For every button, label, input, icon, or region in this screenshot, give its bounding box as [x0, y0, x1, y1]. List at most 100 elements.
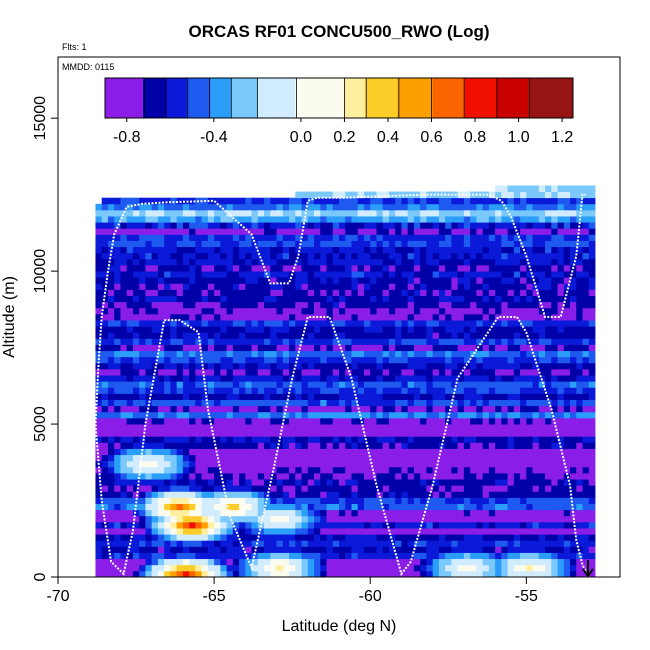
- heatmap-cell: [395, 344, 402, 352]
- heatmap-cell: [282, 283, 290, 290]
- heatmap-cell: [151, 393, 159, 400]
- heatmap-cell: [370, 424, 377, 431]
- heatmap-cell: [376, 448, 384, 456]
- heatmap-cell: [388, 369, 396, 376]
- heatmap-cell: [551, 289, 558, 296]
- heatmap-cell: [495, 466, 502, 474]
- heatmap-cell: [157, 393, 165, 400]
- heatmap-cell: [576, 448, 583, 456]
- heatmap-cell: [457, 344, 465, 352]
- heatmap-cell: [526, 362, 533, 370]
- heatmap-cell: [170, 295, 178, 303]
- heatmap-cell: [538, 436, 546, 443]
- heatmap-cell: [463, 222, 471, 229]
- heatmap-cell: [207, 540, 215, 547]
- heatmap-cell: [445, 552, 452, 560]
- heatmap-cell: [507, 564, 515, 572]
- heatmap-cell: [420, 534, 427, 541]
- heatmap-cell: [451, 417, 459, 425]
- heatmap-cell: [157, 411, 165, 419]
- heatmap-cell: [214, 197, 221, 205]
- heatmap-cell: [376, 252, 384, 260]
- heatmap-cell: [501, 411, 508, 419]
- heatmap-cell: [245, 393, 252, 400]
- heatmap-cell: [207, 246, 215, 254]
- heatmap-cell: [95, 307, 103, 315]
- heatmap-cell: [132, 222, 140, 229]
- heatmap-cell: [120, 417, 128, 425]
- heatmap-cell: [345, 289, 352, 296]
- heatmap-cell: [220, 344, 227, 352]
- heatmap-cell: [214, 356, 221, 364]
- heatmap-cell: [232, 399, 240, 407]
- heatmap-cell: [395, 313, 402, 321]
- heatmap-cell: [382, 338, 390, 345]
- heatmap-cell: [495, 277, 502, 284]
- heatmap-cell: [363, 375, 371, 382]
- heatmap-cell: [451, 521, 459, 529]
- heatmap-cell: [538, 387, 546, 394]
- heatmap-cell: [532, 320, 540, 327]
- heatmap-cell: [488, 479, 496, 486]
- heatmap-cell: [413, 209, 421, 217]
- heatmap-cell: [495, 301, 502, 309]
- heatmap-cell: [307, 203, 315, 211]
- heatmap-cell: [501, 203, 508, 211]
- heatmap-cell: [470, 216, 477, 223]
- heatmap-cell: [114, 356, 121, 364]
- heatmap-cell: [482, 203, 490, 211]
- heatmap-cell: [388, 356, 396, 364]
- heatmap-cell: [107, 387, 115, 394]
- heatmap-cell: [463, 411, 471, 419]
- heatmap-cell: [476, 454, 484, 462]
- heatmap-cell: [182, 295, 190, 303]
- heatmap-cell: [307, 356, 315, 364]
- heatmap-cell: [101, 393, 109, 400]
- heatmap-cell: [476, 350, 484, 358]
- heatmap-cell: [120, 479, 128, 486]
- heatmap-cell: [295, 216, 302, 223]
- heatmap-cell: [570, 326, 577, 333]
- heatmap-cell: [270, 454, 277, 462]
- heatmap-cell: [201, 240, 209, 248]
- heatmap-cell: [226, 485, 234, 492]
- heatmap-cell: [532, 307, 540, 315]
- heatmap-cell: [507, 307, 515, 315]
- heatmap-cell: [576, 375, 583, 382]
- heatmap-cell: [520, 209, 527, 217]
- heatmap-cell: [270, 509, 277, 517]
- heatmap-cell: [401, 448, 409, 456]
- heatmap-cell: [245, 570, 252, 577]
- heatmap-cell: [214, 271, 221, 278]
- heatmap-cell: [232, 326, 240, 333]
- heatmap-cell: [557, 240, 565, 248]
- heatmap-cell: [407, 301, 415, 309]
- heatmap-cell: [495, 473, 502, 480]
- heatmap-cell: [495, 393, 502, 400]
- heatmap-cell: [451, 411, 459, 419]
- heatmap-cell: [276, 540, 284, 547]
- heatmap-cell: [351, 497, 359, 504]
- heatmap-cell: [482, 222, 490, 229]
- heatmap-cell: [107, 399, 115, 407]
- heatmap-cell: [132, 313, 140, 321]
- heatmap-cell: [289, 283, 296, 290]
- heatmap-cell: [195, 344, 203, 352]
- heatmap-cell: [95, 485, 103, 492]
- heatmap-cell: [132, 509, 140, 517]
- heatmap-cell: [251, 344, 259, 352]
- heatmap-cell: [526, 387, 533, 394]
- heatmap-cell: [557, 473, 565, 480]
- heatmap-cell: [457, 234, 465, 241]
- heatmap-cell: [532, 197, 540, 205]
- heatmap-cell: [126, 393, 134, 400]
- heatmap-cell: [413, 552, 421, 560]
- heatmap-cell: [126, 258, 134, 266]
- heatmap-cell: [251, 246, 259, 254]
- heatmap-cell: [426, 375, 434, 382]
- heatmap-cell: [495, 265, 502, 272]
- heatmap-cell: [139, 289, 146, 296]
- heatmap-cell: [538, 350, 546, 358]
- heatmap-cell: [145, 540, 153, 547]
- heatmap-cell: [520, 460, 527, 468]
